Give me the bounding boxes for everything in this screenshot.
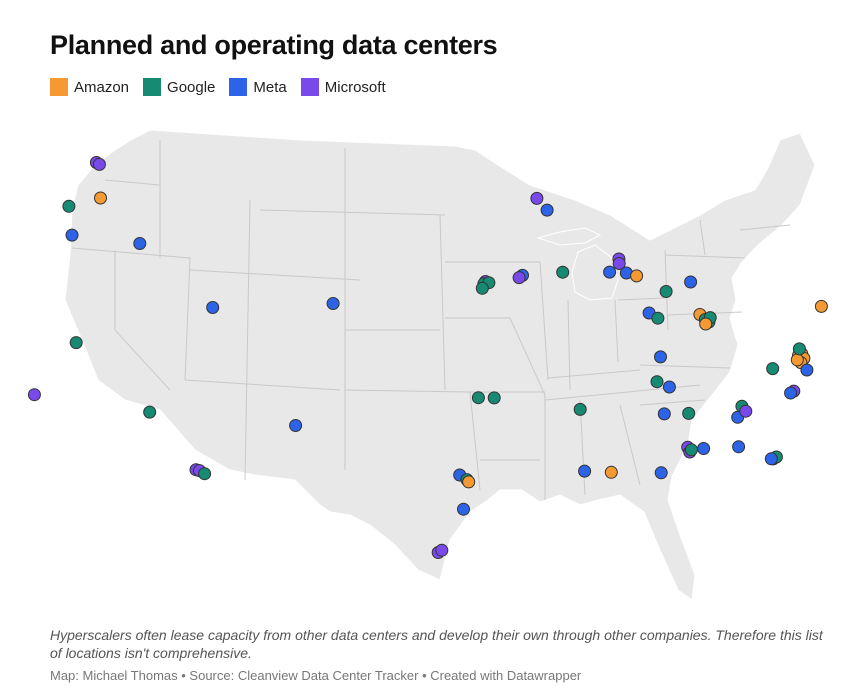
data-center-marker-amazon bbox=[630, 269, 644, 283]
data-center-marker-microsoft bbox=[739, 404, 753, 418]
data-center-marker-amazon bbox=[814, 299, 828, 313]
state-line bbox=[509, 317, 546, 396]
data-center-marker-meta bbox=[654, 466, 668, 480]
data-center-marker-meta bbox=[654, 350, 667, 364]
state-line bbox=[184, 379, 341, 391]
data-center-marker-meta bbox=[603, 265, 617, 279]
state-line bbox=[244, 199, 251, 481]
data-center-marker-microsoft bbox=[512, 271, 526, 285]
state-line bbox=[639, 399, 706, 406]
data-center-marker-google bbox=[143, 405, 157, 419]
data-center-marker-google bbox=[475, 281, 489, 295]
legend-swatch-microsoft bbox=[300, 78, 319, 96]
data-center-marker-meta bbox=[133, 237, 147, 250]
data-center-marker-amazon bbox=[94, 191, 107, 205]
state-line bbox=[439, 214, 446, 391]
state-line bbox=[617, 297, 666, 301]
data-center-marker-amazon bbox=[604, 465, 618, 479]
data-center-marker-google bbox=[682, 406, 696, 420]
data-center-marker-meta bbox=[800, 363, 814, 377]
legend-item-amazon: Amazon bbox=[50, 78, 129, 96]
state-line bbox=[189, 269, 361, 281]
state-line bbox=[614, 299, 619, 363]
data-center-marker-meta bbox=[540, 203, 554, 217]
state-line bbox=[104, 179, 161, 186]
data-center-marker-google bbox=[792, 342, 806, 356]
data-center-marker-meta bbox=[457, 502, 470, 516]
data-center-marker-meta bbox=[657, 407, 671, 421]
legend-swatch-google bbox=[143, 78, 162, 96]
data-center-marker-google bbox=[556, 265, 570, 279]
data-center-marker-google bbox=[650, 375, 664, 389]
data-center-marker-google bbox=[651, 311, 665, 325]
state-line bbox=[739, 224, 791, 231]
data-center-marker-meta bbox=[684, 275, 698, 289]
legend-swatch-meta bbox=[229, 78, 248, 96]
data-center-marker-google bbox=[766, 362, 780, 376]
data-center-marker-amazon bbox=[790, 353, 804, 367]
state-line bbox=[344, 389, 471, 393]
legend-label-google: Google bbox=[167, 78, 216, 96]
data-center-marker-meta bbox=[578, 464, 592, 478]
state-line bbox=[469, 391, 481, 491]
data-center-marker-google bbox=[198, 467, 212, 481]
data-center-marker-meta bbox=[764, 452, 778, 466]
page-title: Planned and operating data centers bbox=[50, 30, 498, 60]
legend-item-google: Google bbox=[143, 78, 215, 96]
state-line bbox=[259, 209, 446, 216]
data-center-marker-microsoft bbox=[92, 157, 106, 171]
us-land-shape bbox=[64, 129, 816, 601]
data-center-marker-google bbox=[487, 391, 501, 405]
legend-label-microsoft: Microsoft bbox=[324, 78, 386, 96]
state-boundaries bbox=[71, 140, 791, 500]
data-center-marker-google bbox=[471, 391, 485, 405]
state-line bbox=[539, 261, 549, 381]
data-center-marker-amazon bbox=[462, 475, 476, 489]
legend-item-microsoft: Microsoft bbox=[300, 78, 386, 96]
data-center-marker-meta bbox=[662, 380, 676, 394]
data-center-marker-google bbox=[573, 402, 587, 416]
data-center-marker-microsoft bbox=[435, 543, 449, 557]
state-line bbox=[699, 219, 706, 256]
data-center-marker-meta bbox=[697, 442, 711, 455]
us-landmass bbox=[64, 129, 816, 601]
data-center-marker-meta bbox=[732, 440, 746, 454]
legend: Amazon Google Meta Microsoft bbox=[50, 78, 386, 96]
data-center-marker-google bbox=[659, 285, 673, 298]
state-line bbox=[639, 364, 731, 369]
legend-item-meta: Meta bbox=[229, 78, 287, 96]
state-line bbox=[664, 254, 746, 259]
michigan-lower-peninsula bbox=[571, 244, 619, 301]
state-line bbox=[114, 329, 171, 391]
data-center-marker-microsoft bbox=[612, 257, 626, 270]
state-line bbox=[184, 257, 191, 381]
state-line bbox=[619, 404, 641, 486]
data-center-marker-google bbox=[69, 336, 83, 350]
legend-label-amazon: Amazon bbox=[74, 78, 130, 96]
state-line bbox=[567, 299, 571, 391]
data-center-marker-meta bbox=[65, 228, 79, 242]
data-center-marker-amazon bbox=[699, 317, 713, 331]
data-center-marker-meta bbox=[206, 301, 220, 314]
state-line bbox=[547, 369, 641, 379]
data-center-marker-meta bbox=[784, 386, 798, 400]
michigan-upper-peninsula bbox=[536, 227, 602, 246]
data-center-marker-microsoft bbox=[530, 191, 544, 205]
data-center-marker-meta bbox=[289, 419, 303, 432]
data-center-marker-google bbox=[62, 199, 76, 213]
data-center-marker-microsoft bbox=[27, 388, 41, 402]
legend-label-meta: Meta bbox=[253, 78, 287, 96]
legend-swatch-amazon bbox=[50, 78, 68, 96]
data-center-marker-meta bbox=[326, 297, 340, 310]
data-center-markers bbox=[27, 156, 828, 559]
data-center-marker-google bbox=[684, 443, 698, 457]
credit-line: Map: Michael Thomas • Source: Cleanview … bbox=[50, 668, 582, 683]
state-line bbox=[71, 247, 191, 259]
footnote: Hyperscalers often lease capacity from o… bbox=[50, 627, 823, 661]
